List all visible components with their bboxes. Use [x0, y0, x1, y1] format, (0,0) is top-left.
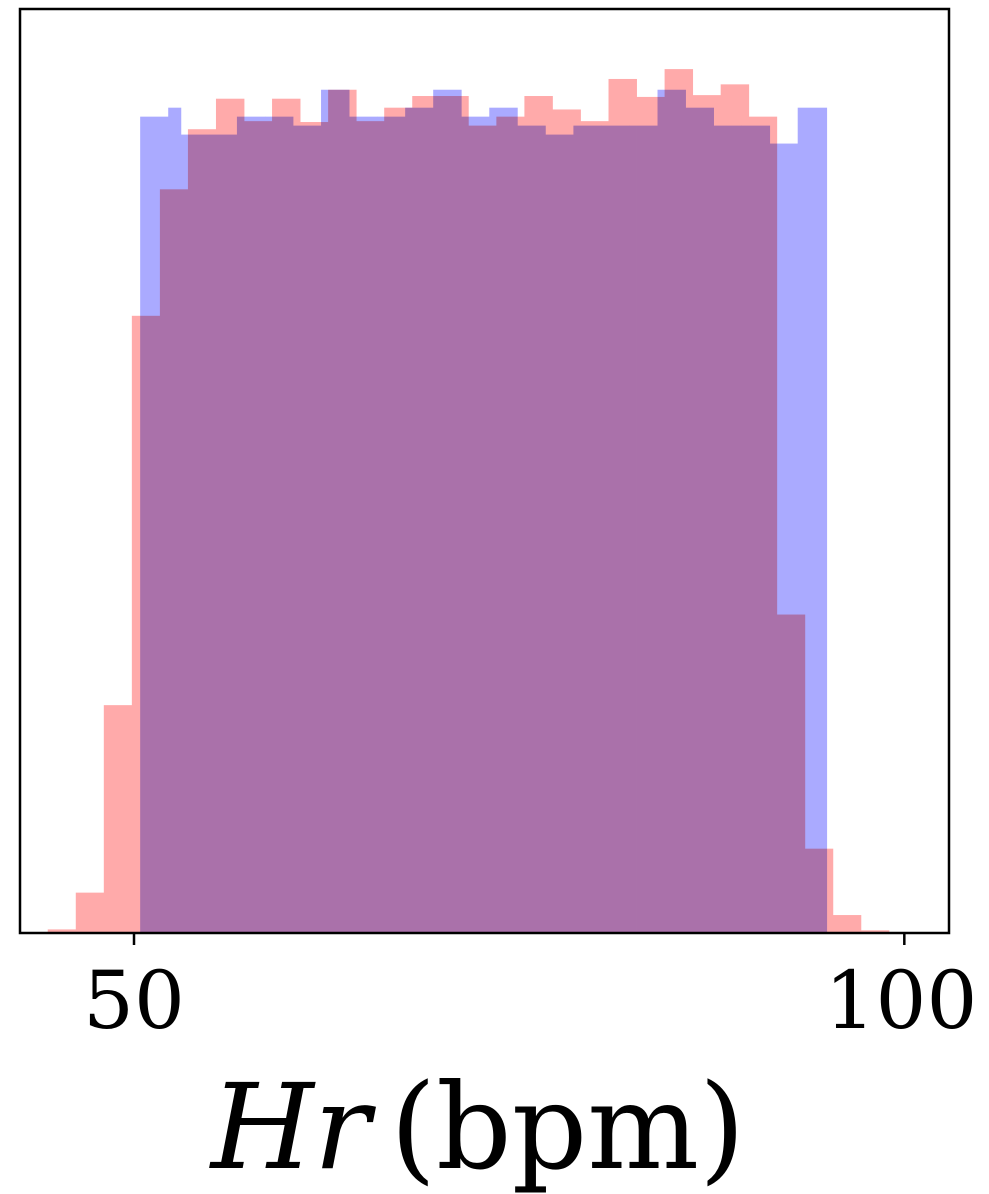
histogram-bar-red — [804, 848, 834, 933]
histogram-bar-red — [636, 96, 665, 934]
x-axis-label-variable: Hr — [209, 1058, 377, 1194]
histogram-bar-red — [412, 96, 441, 934]
histogram-bar-red — [328, 89, 357, 934]
histogram-bar-red — [748, 116, 778, 933]
histogram-bar-red — [552, 109, 581, 934]
histogram-series-red — [47, 69, 890, 934]
histogram-bar-red — [860, 930, 890, 933]
histogram-bar-red — [692, 95, 722, 934]
histogram-bar-red — [580, 121, 609, 933]
x-axis-label-unit: (bpm) — [390, 1058, 745, 1194]
histogram-bar-red — [468, 125, 497, 934]
histogram-bar-red — [187, 129, 217, 933]
x-tick-label-100: 100 — [825, 954, 978, 1047]
x-axis-label: Hr (bpm) — [209, 1058, 745, 1194]
histogram-bar-red — [159, 189, 189, 933]
histogram-bar-red — [131, 315, 161, 933]
x-tick-label-50: 50 — [83, 954, 185, 1047]
histogram-bar-red — [720, 84, 750, 933]
histogram-bar-red — [384, 107, 413, 933]
histogram-bar-red — [524, 96, 553, 934]
histogram-bar-red — [440, 96, 469, 934]
histogram-bar-red — [664, 69, 694, 933]
histogram-bar-red — [244, 121, 273, 933]
histogram-bar-red — [103, 705, 133, 933]
histogram-bar-red — [300, 122, 329, 933]
plot-frame — [18, 7, 951, 935]
histogram-bar-red — [215, 98, 245, 933]
histogram-bar-red — [832, 915, 862, 933]
histogram-bar-red — [47, 929, 77, 933]
ticks-layer — [132, 933, 906, 945]
bars-layer — [47, 69, 890, 934]
histogram-bar-red — [356, 121, 385, 933]
histogram-bar-red — [272, 98, 301, 933]
histogram-bar-red — [608, 78, 637, 933]
histogram-bar-red — [496, 116, 525, 933]
histogram-bar-red — [776, 614, 806, 933]
histogram-bar-red — [75, 892, 105, 933]
